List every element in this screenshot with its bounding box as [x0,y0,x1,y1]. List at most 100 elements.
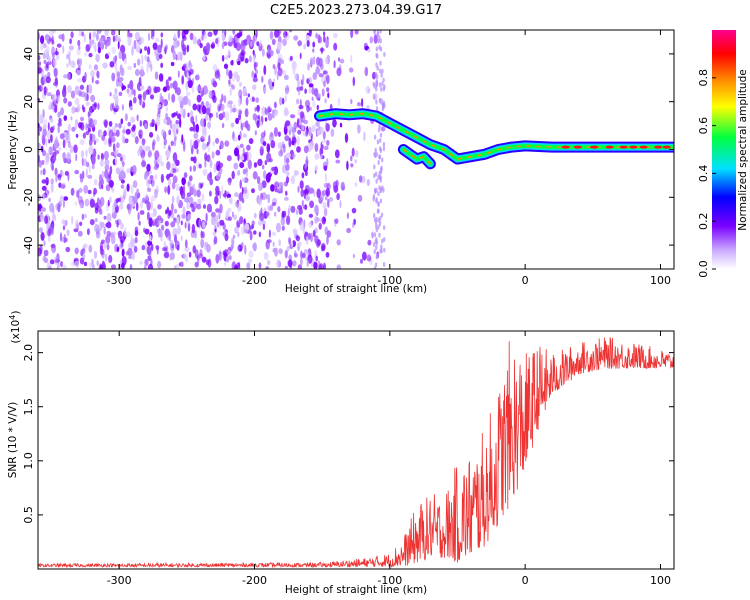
noise-speckle [104,120,108,128]
noise-speckle [86,93,89,102]
noise-speckle [99,241,104,251]
noise-speckle [42,118,48,127]
noise-speckle [375,99,378,105]
noise-speckle [80,176,84,183]
signal-hotspot [590,145,599,149]
noise-speckle [219,98,222,109]
noise-speckle [42,150,47,157]
noise-speckle [235,262,241,269]
noise-speckle [54,167,58,176]
noise-speckle [174,234,177,244]
noise-speckle [153,165,159,171]
noise-speckle [96,30,102,34]
signal-hotspot [561,145,570,149]
noise-speckle [149,248,152,258]
noise-speckle [316,104,319,111]
noise-speckle [193,132,199,139]
noise-speckle [77,122,83,129]
noise-speckle [155,37,160,43]
noise-speckle [246,262,251,269]
noise-speckle [216,222,220,228]
noise-speckle [323,80,326,88]
noise-speckle [43,249,49,257]
noise-speckle [325,123,330,132]
noise-speckle [323,31,326,37]
noise-speckle [373,232,377,238]
snr-multiplier: (x104) [8,311,22,344]
noise-speckle [111,204,115,214]
noise-speckle [373,134,377,140]
noise-speckle [272,109,277,114]
noise-speckle [68,45,74,51]
noise-speckle [56,95,61,103]
noise-speckle [165,112,169,120]
noise-speckle [344,133,349,143]
noise-speckle [147,32,151,41]
noise-speckle [172,83,176,88]
x-tick-label: -300 [107,274,132,287]
noise-speckle [253,230,257,235]
y-tick-label: 1.0 [22,452,35,470]
noise-speckle [88,262,92,269]
noise-speckle [118,243,123,250]
noise-speckle [99,129,103,138]
noise-speckle [258,231,262,238]
noise-speckle [94,207,99,214]
noise-speckle [206,141,209,147]
noise-speckle [140,71,145,76]
noise-speckle [284,135,290,142]
noise-speckle [280,185,283,194]
noise-speckle [152,42,158,50]
noise-speckle [165,106,168,112]
noise-speckle [269,30,274,40]
noise-speckle [111,187,115,194]
noise-speckle [334,149,340,159]
noise-speckle [296,146,301,153]
noise-speckle [168,76,172,81]
noise-speckle [375,245,378,251]
noise-speckle [114,157,118,165]
noise-speckle [112,102,115,111]
noise-speckle [326,74,330,85]
noise-speckle [38,55,41,61]
noise-speckle [80,116,84,122]
noise-speckle [93,250,98,259]
noise-speckle [242,147,245,156]
noise-speckle [219,190,222,200]
noise-speckle [41,185,47,191]
noise-speckle [247,159,252,170]
noise-speckle [116,71,121,79]
noise-speckle [382,187,385,193]
noise-speckle [129,80,134,90]
noise-speckle [121,255,127,266]
noise-speckle [377,191,380,197]
noise-speckle [116,220,119,228]
noise-speckle [80,91,86,98]
noise-speckle [150,258,153,267]
snr-multiplier-exp: 4 [8,315,17,320]
noise-speckle [326,87,330,92]
noise-speckle [87,174,93,179]
noise-speckle [198,163,202,169]
y-tick-label: -20 [22,188,35,206]
noise-speckle [254,107,257,112]
noise-speckle [122,129,126,134]
noise-speckle [252,243,256,250]
spectrogram-x-ticks: -300 -200 -100 0 100 [107,30,671,287]
noise-speckle [54,256,59,266]
noise-speckle [99,38,104,43]
noise-speckle [382,225,386,231]
noise-speckle [264,117,268,122]
noise-speckle [146,56,150,63]
noise-speckle [105,184,111,192]
noise-speckle [55,53,60,61]
noise-speckle [135,45,141,53]
noise-speckle [324,98,327,104]
noise-speckle [375,224,378,230]
noise-speckle [354,159,358,164]
noise-speckle [315,121,320,127]
noise-speckle [93,102,97,108]
noise-speckle [49,30,55,36]
noise-speckle [323,35,326,43]
noise-speckle [284,94,288,103]
